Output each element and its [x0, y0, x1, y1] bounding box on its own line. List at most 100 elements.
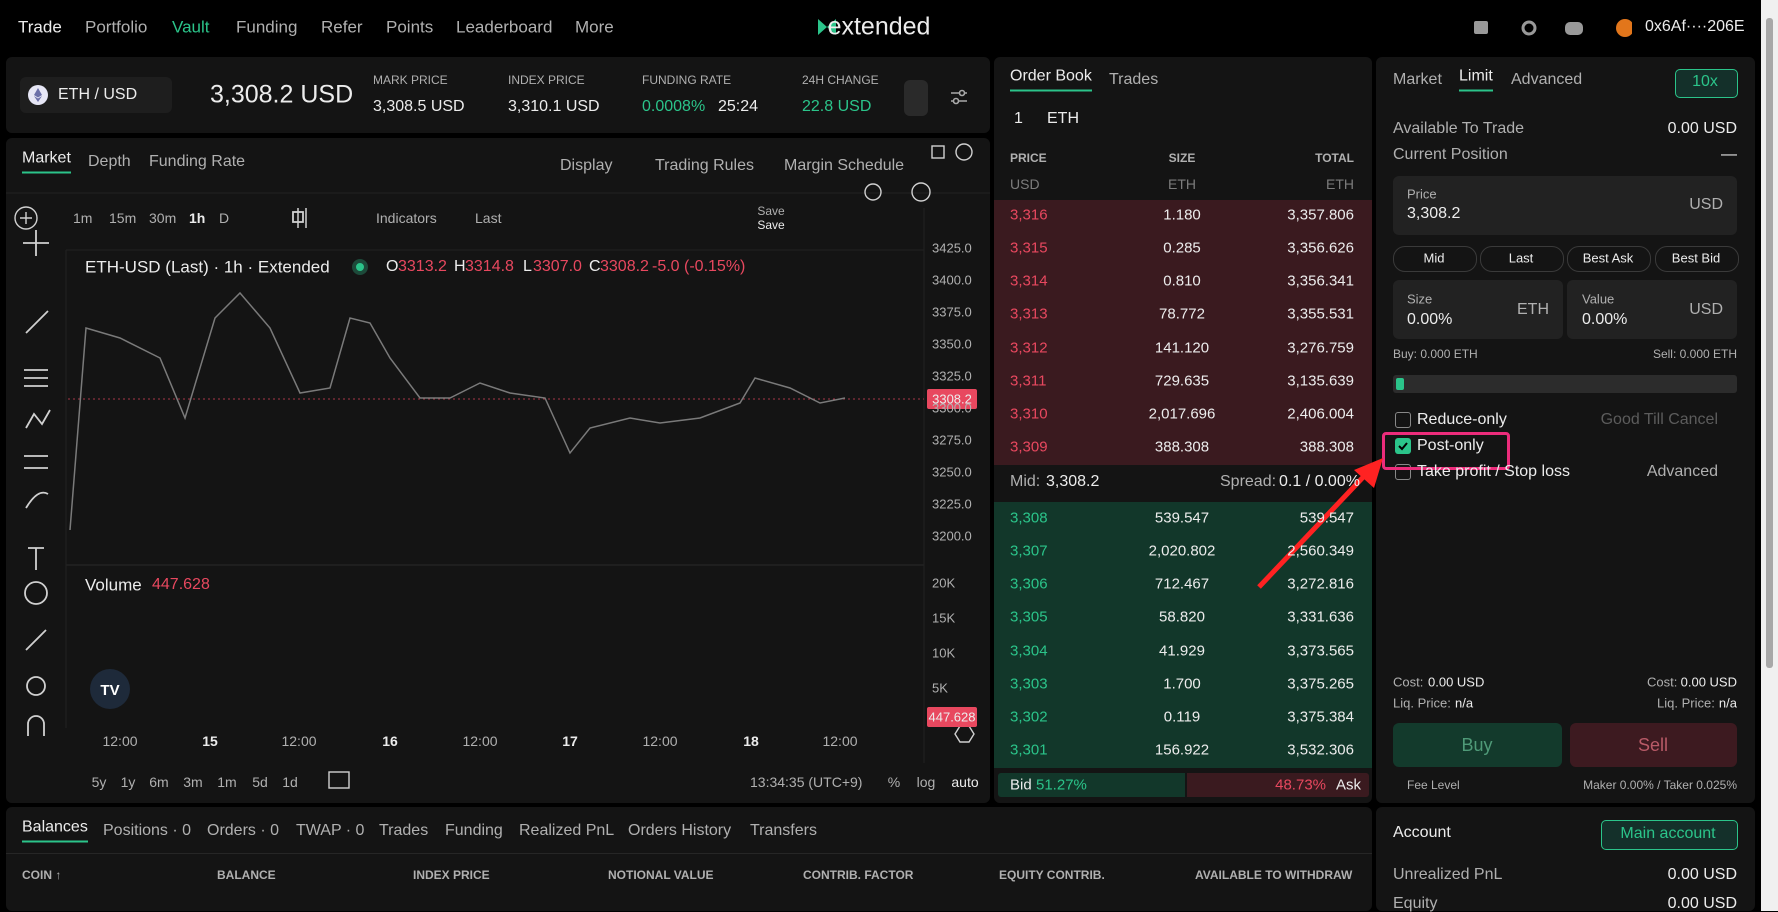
ask-cell[interactable]: 3,313: [1010, 305, 1048, 323]
value-input-value[interactable]: 0.00%: [1582, 311, 1628, 328]
nav-item[interactable]: Vault: [172, 17, 210, 37]
bid-cell[interactable]: 3,303: [1010, 675, 1048, 693]
price-input-value[interactable]: 3,308.2: [1407, 205, 1461, 222]
best-ask-button[interactable]: [1567, 246, 1651, 272]
bid-cell[interactable]: 58.820: [1159, 608, 1205, 626]
interval[interactable]: 1m: [73, 210, 93, 226]
bid-cell[interactable]: 3,375.265: [1287, 675, 1354, 693]
account-selector-label[interactable]: Main account: [1620, 825, 1716, 842]
sell-button[interactable]: [1570, 723, 1737, 767]
bid-cell[interactable]: 3,373.565: [1287, 642, 1354, 660]
time-in-force[interactable]: Good Till Cancel: [1600, 411, 1718, 428]
slider-handle[interactable]: [1396, 378, 1404, 390]
ask-cell[interactable]: 3,315: [1010, 239, 1048, 257]
ask-cell[interactable]: 3,356.341: [1287, 272, 1354, 290]
ask-cell[interactable]: 3,276.759: [1287, 339, 1354, 357]
bottom-tab[interactable]: Trades: [379, 822, 429, 839]
bid-cell[interactable]: 3,331.636: [1287, 608, 1354, 626]
book-tab[interactable]: Trades: [1109, 71, 1159, 88]
bottom-tab[interactable]: Orders History: [628, 822, 732, 839]
tpsl-label[interactable]: Take profit / Stop loss: [1417, 463, 1570, 480]
bid-cell[interactable]: 3,532.306: [1287, 741, 1354, 759]
nav-item[interactable]: Refer: [321, 17, 363, 37]
tpsl-checkbox[interactable]: [1395, 464, 1411, 480]
ask-cell[interactable]: 388.308: [1154, 438, 1210, 456]
ask-cell[interactable]: 2,017.696: [1148, 405, 1216, 423]
save-button[interactable]: Save: [757, 218, 785, 232]
buy-label[interactable]: Buy: [1461, 735, 1493, 755]
nav-item[interactable]: Funding: [236, 17, 298, 37]
fee-level[interactable]: Fee Level: [1407, 778, 1460, 792]
bid-cell[interactable]: 3,304: [1010, 642, 1048, 660]
bid-cell[interactable]: 3,272.816: [1287, 575, 1354, 593]
account-selector[interactable]: [1601, 820, 1738, 850]
interval[interactable]: 30m: [149, 210, 177, 226]
order-type-tab[interactable]: Advanced: [1511, 71, 1583, 88]
range-button[interactable]: 1y: [120, 774, 136, 790]
quick-price-button[interactable]: Mid: [1423, 250, 1445, 266]
reduce-only-label[interactable]: Reduce-only: [1417, 411, 1507, 428]
pair[interactable]: ETH / USD: [58, 86, 138, 103]
range-button[interactable]: 5d: [252, 774, 268, 790]
bottom-tab[interactable]: Balances: [22, 819, 88, 843]
book-tab[interactable]: Order Book: [1010, 68, 1092, 92]
header-icons[interactable]: [1472, 18, 1632, 38]
ask-cell[interactable]: 388.308: [1299, 438, 1354, 456]
value-input[interactable]: [1567, 280, 1737, 339]
nav-item[interactable]: Trade: [18, 17, 62, 37]
quick-price-button[interactable]: Best Bid: [1671, 250, 1721, 266]
price-input[interactable]: [1393, 176, 1737, 235]
bid-cell[interactable]: 3,301: [1010, 741, 1048, 759]
range-button[interactable]: 6m: [149, 774, 169, 790]
bottom-tab[interactable]: Transfers: [750, 822, 817, 839]
ask-cell[interactable]: 729.635: [1154, 372, 1210, 390]
ask-cell[interactable]: 0.285: [1163, 239, 1201, 257]
sell-label[interactable]: Sell: [1637, 735, 1669, 755]
post-only-checkbox[interactable]: [1395, 438, 1411, 454]
bid-cell[interactable]: 0.119: [1163, 708, 1201, 726]
scroll-right-button[interactable]: [904, 80, 928, 116]
scroll-thumb[interactable]: [1766, 18, 1773, 668]
quick-price-button[interactable]: Best Ask: [1582, 250, 1634, 266]
ask-cell[interactable]: 141.120: [1154, 339, 1210, 357]
interval[interactable]: D: [219, 210, 230, 226]
settings-icon[interactable]: [949, 87, 969, 107]
range-button[interactable]: 1m: [217, 774, 237, 790]
bid-cell[interactable]: 2,020.802: [1148, 542, 1216, 560]
book-asset[interactable]: ETH: [1047, 110, 1079, 127]
ask-cell[interactable]: 2,406.004: [1287, 405, 1354, 423]
ask-cell[interactable]: 3,309: [1010, 438, 1048, 456]
mid-button[interactable]: [1393, 246, 1477, 272]
bid-cell[interactable]: 2,560.349: [1287, 542, 1354, 560]
indicators-button[interactable]: Indicators: [376, 210, 437, 226]
range-button[interactable]: 3m: [183, 774, 203, 790]
order-type-tab[interactable]: Market: [1393, 71, 1442, 88]
reduce-only-checkbox[interactable]: [1395, 412, 1411, 428]
ask-cell[interactable]: 3,316: [1010, 206, 1048, 224]
range-button[interactable]: 5y: [91, 774, 107, 790]
save-label[interactable]: Save: [757, 204, 785, 218]
size-input[interactable]: [1393, 280, 1563, 339]
bottom-tab[interactable]: Orders · 0: [207, 822, 280, 839]
ask-cell[interactable]: 3,355.531: [1287, 305, 1354, 323]
ask-cell[interactable]: 3,312: [1010, 339, 1048, 357]
ask-cell[interactable]: 3,356.626: [1287, 239, 1354, 257]
scale-option[interactable]: %: [887, 774, 901, 790]
scale-option[interactable]: log: [916, 774, 936, 790]
interval[interactable]: 1h: [189, 210, 206, 226]
size-step[interactable]: 1: [1014, 110, 1023, 127]
bid-cell[interactable]: 539.547: [1154, 509, 1210, 527]
ask-cell[interactable]: 3,357.806: [1287, 206, 1354, 224]
tpsl-mode[interactable]: Advanced: [1646, 463, 1718, 480]
ask-cell[interactable]: 3,311: [1010, 372, 1047, 390]
bottom-tab[interactable]: Funding: [445, 822, 503, 839]
scrollbar[interactable]: [1761, 0, 1778, 911]
bid-cell[interactable]: 3,302: [1010, 708, 1048, 726]
bid-cell[interactable]: 3,307: [1010, 542, 1048, 560]
nav-item[interactable]: Portfolio: [85, 17, 148, 37]
bottom-tab[interactable]: Positions · 0: [103, 822, 192, 839]
post-only-label[interactable]: Post-only: [1417, 437, 1484, 454]
interval[interactable]: 15m: [109, 210, 137, 226]
bid-cell[interactable]: 539.547: [1299, 509, 1354, 527]
bid-cell[interactable]: 3,305: [1010, 608, 1048, 626]
